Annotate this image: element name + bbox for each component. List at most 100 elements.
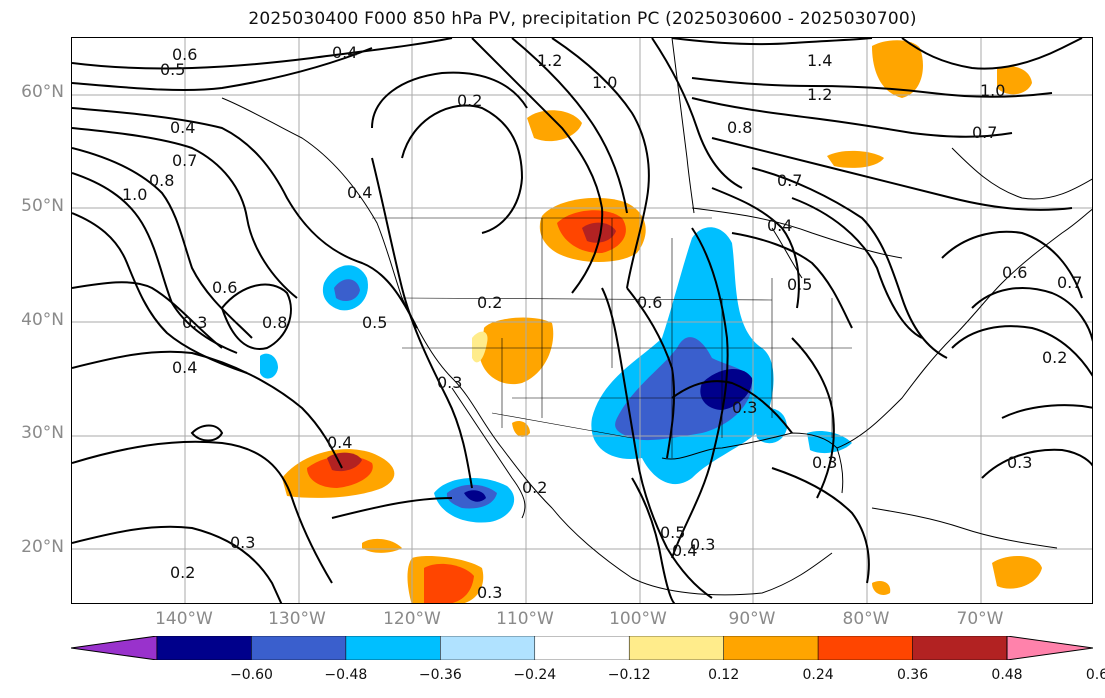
contour-label: 0.5 [660, 523, 685, 542]
positive-blob-canada [527, 110, 582, 142]
colorbar-tick-label: 0.24 [802, 667, 834, 683]
positive-blob-quebec [872, 40, 923, 98]
positive-blob-mexico-core [424, 563, 474, 603]
colorbar-segment [628, 636, 724, 660]
contour-label: 0.4 [170, 118, 195, 137]
map-frame[interactable]: 0.6 0.5 0.4 1.2 1.0 1.4 1.2 1.0 0.2 0.4 … [71, 37, 1093, 604]
colorbar-extend-low [71, 636, 158, 660]
colorbar-segment [345, 636, 441, 660]
contour-label: 0.4 [332, 43, 357, 62]
contour-label: 0.7 [1057, 273, 1082, 292]
negative-blob-westcoast-core [334, 279, 360, 302]
contour-label: 0.5 [362, 313, 387, 332]
colorbar-segment [534, 636, 630, 660]
pv-contours [72, 38, 1092, 603]
contour-label: 0.4 [327, 433, 352, 452]
contour-label: 0.4 [347, 183, 372, 202]
colorbar-tick-label: −0.24 [513, 667, 557, 683]
lon-label-100w: 100°W [609, 609, 667, 629]
contour-label: 0.4 [672, 541, 697, 560]
colorbar-tick-label: 0.48 [991, 667, 1023, 683]
contour-label: 0.5 [787, 275, 812, 294]
contour-label: 0.8 [727, 118, 752, 137]
lon-label-80w: 80°W [842, 609, 890, 629]
contour-label: 1.2 [807, 85, 832, 104]
lon-label-140w: 140°W [155, 609, 213, 629]
lon-label-120w: 120°W [383, 609, 441, 629]
lat-label-60n: 60°N [21, 82, 64, 102]
colorbar-tick-label: 0.36 [896, 667, 929, 683]
contour-label: 0.4 [172, 358, 197, 377]
positive-blob-labrador [997, 66, 1032, 95]
negative-blob-plains-core [615, 337, 752, 441]
map-title: 2025030400 F000 850 hPa PV, precipitatio… [248, 9, 917, 29]
contour-label: 0.3 [732, 398, 757, 417]
colorbar-tick-label: −0.60 [229, 667, 273, 683]
lon-label-110w: 110°W [496, 609, 554, 629]
contour-label: 0.2 [522, 478, 547, 497]
contour-label: 0.2 [1042, 348, 1067, 367]
negative-blob-pacific-small [260, 353, 278, 379]
contour-label: 0.3 [437, 373, 462, 392]
contour-label: 0.2 [457, 91, 482, 110]
colorbar-extend-high [1006, 636, 1093, 660]
contour-label: 0.2 [170, 563, 195, 582]
colorbar-tick-label: 0.60 [1085, 667, 1105, 683]
contour-label: 0.6 [1002, 263, 1027, 282]
contour-labels: 0.6 0.5 0.4 1.2 1.0 1.4 1.2 1.0 0.2 0.4 … [122, 43, 1082, 602]
positive-blob-texas-small [512, 421, 530, 437]
colorbar-tick-label: −0.36 [418, 667, 462, 683]
colorbar-segment [440, 636, 536, 660]
contour-label: 0.6 [172, 45, 197, 64]
coastlines [221, 38, 1092, 596]
contour-label: 0.6 [637, 293, 662, 312]
contour-label: 0.3 [812, 453, 837, 472]
map-canvas: 0.6 0.5 0.4 1.2 1.0 1.4 1.2 1.0 0.2 0.4 … [72, 38, 1092, 603]
colorbar-segment [251, 636, 347, 660]
contour-label: 0.6 [212, 278, 237, 297]
positive-blob-caribbean [992, 556, 1042, 589]
negative-blob-baja-deep [464, 490, 486, 502]
contour-label: 1.2 [537, 51, 562, 70]
lat-label-20n: 20°N [21, 537, 64, 557]
positive-blob-southwest-edge [472, 331, 488, 363]
lon-label-70w: 70°W [956, 609, 1004, 629]
lat-label-40n: 40°N [21, 310, 64, 330]
contour-label: 0.7 [777, 171, 802, 190]
lon-label-90w: 90°W [728, 609, 776, 629]
lat-label-50n: 50°N [21, 196, 64, 216]
colorbar [71, 636, 1093, 660]
contour-label: 1.0 [980, 81, 1005, 100]
positive-blob-ontario [827, 150, 884, 168]
colorbar-tick-label: −0.12 [607, 667, 651, 683]
positive-blob-small-mexico [362, 538, 402, 553]
contour-label: 0.2 [477, 293, 502, 312]
colorbar-segment [723, 636, 819, 660]
colorbar-tick-label: −0.48 [324, 667, 368, 683]
lat-label-30n: 30°N [21, 423, 64, 443]
colorbar-segments [71, 636, 1093, 660]
contour-label: 0.5 [160, 60, 185, 79]
positive-blob-caribbean-small [872, 581, 891, 595]
colorbar-segment [912, 636, 1008, 660]
contour-label: 1.4 [807, 51, 832, 70]
contour-label: 0.8 [262, 313, 287, 332]
contour-label: 0.7 [972, 123, 997, 142]
colorbar-segment [156, 636, 252, 660]
contour-label: 0.4 [767, 216, 792, 235]
colorbar-tick-label: 0.12 [708, 667, 740, 683]
positive-blob-southwest [480, 317, 554, 385]
contour-label: 1.0 [592, 73, 617, 92]
contour-label: 0.7 [172, 151, 197, 170]
graticule [72, 38, 1092, 603]
colorbar-segment [817, 636, 913, 660]
positive-blob-montana-deep [582, 222, 616, 243]
contour-label: 0.3 [230, 533, 255, 552]
lon-label-130w: 130°W [268, 609, 326, 629]
contour-label: 0.8 [149, 171, 174, 190]
contour-label: 0.3 [182, 313, 207, 332]
contour-label: 0.3 [1007, 453, 1032, 472]
contour-label: 0.3 [690, 535, 715, 554]
contour-label: 1.0 [122, 185, 147, 204]
contour-label: 0.3 [477, 583, 502, 602]
